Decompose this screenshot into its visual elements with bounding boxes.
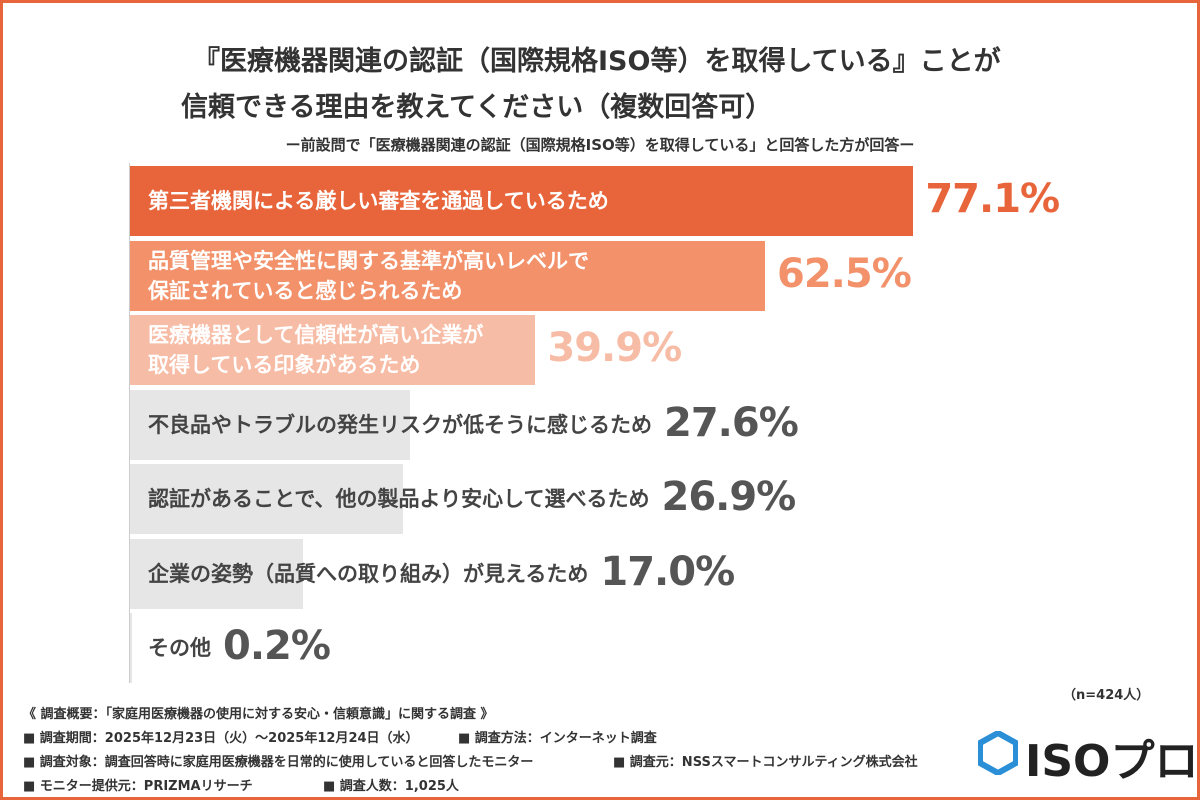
axis-line: [129, 163, 130, 683]
bar: [130, 166, 914, 236]
footer-item: ■ 調査方法：インターネット調査: [458, 731, 657, 746]
value-label: 0.2%: [223, 623, 331, 669]
category-label: その他: [148, 636, 211, 660]
chart-title: 信頼できる理由を教えてください（複数回答可）: [181, 92, 773, 123]
category-label: 第三者機関による厳しい審査を通過しているため: [148, 189, 609, 213]
footer-heading: 《 調査概要：「家庭用医療機器の使用に対する安心・信頼意識」に関する調査 》: [23, 707, 494, 722]
category-label: 品質管理や安全性に関する基準が高いレベルで 保証されていると感じられるため: [148, 248, 589, 303]
bar: [130, 389, 411, 460]
footer-item: ■ モニター提供元：PRIZMAリサーチ: [23, 779, 253, 794]
bar: [130, 538, 303, 609]
sample-note: （n=424人）: [1063, 688, 1150, 703]
chart-title: 『医療機器関連の認証（国際規格ISO等）を取得している』ことが: [193, 46, 1001, 77]
footer-item: ■ 調査人数：1,025人: [323, 779, 459, 794]
footer-item: ■ 調査元：NSSスマートコンサルティング株式会社: [613, 755, 918, 770]
bar: [130, 464, 404, 534]
category-label: 医療機器として信頼性が高い企業が 取得している印象があるため: [148, 323, 484, 377]
category-label: 企業の姿勢（品質への取り組み）が見えるため: [148, 561, 589, 586]
category-label: 認証があることで、他の製品より安心して選べるため: [148, 487, 650, 511]
footer-item: ■ 調査期間：2025年12月23日（火）～2025年12月24日（水）: [23, 731, 419, 746]
value-label: 27.6%: [664, 399, 799, 446]
value-label: 17.0%: [600, 548, 735, 595]
value-label: 39.9%: [547, 325, 682, 371]
value-label: 77.1%: [925, 176, 1060, 222]
logo-icon: [978, 731, 1018, 775]
value-label: 26.9%: [661, 474, 796, 520]
chart-subtitle: ー前設問で「医療機器関連の認証（国際規格ISO等）を取得している」と回答した方が…: [285, 136, 915, 154]
footer-item: ■ 調査対象：調査回答時に家庭用医療機器を日常的に使用していると回答したモニター: [23, 755, 534, 770]
bar: [130, 613, 133, 683]
bar: [130, 315, 536, 385]
value-label: 62.5%: [777, 250, 912, 297]
category-label: 不良品やトラブルの発生リスクが低そうに感じるため: [148, 412, 652, 437]
logo-text: ISOプロ: [1025, 736, 1199, 787]
bar: [130, 240, 765, 311]
